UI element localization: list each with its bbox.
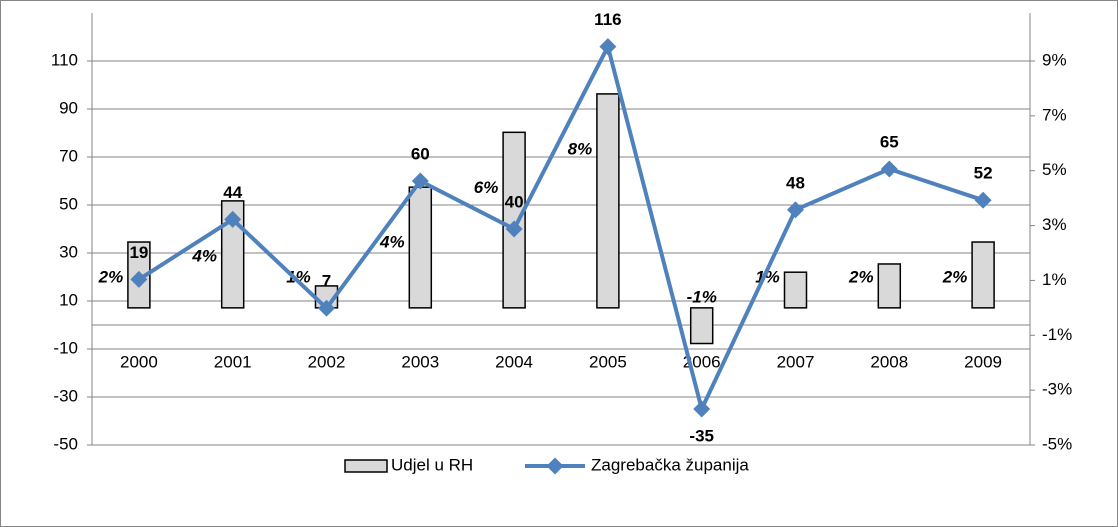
bar-value-label: 4% (379, 233, 405, 252)
x-tick-label: 2009 (964, 352, 1002, 371)
line-value-label: 40 (505, 192, 524, 211)
y-tick-label: -50 (53, 434, 78, 453)
bar-value-label: 1% (286, 267, 311, 286)
legend-label: Zagrebačka županija (591, 455, 749, 474)
y-tick-label: -10 (53, 338, 78, 357)
bar-value-label: 2% (98, 267, 124, 286)
bar (877, 263, 902, 309)
bar-value-label: 2% (942, 267, 968, 286)
x-tick-label: 2004 (495, 352, 533, 371)
line-value-label: 44 (223, 183, 242, 202)
y2-tick-label: 3% (1042, 215, 1067, 234)
line-value-label: 19 (129, 243, 148, 262)
line-marker (693, 400, 711, 418)
bar (596, 93, 620, 309)
line-marker (787, 201, 804, 219)
line-value-label: 65 (880, 132, 899, 151)
x-tick-label: 2000 (120, 352, 158, 371)
line-marker (880, 160, 898, 178)
line-value-label: 60 (411, 144, 430, 163)
y2-tick-label: -5% (1042, 434, 1072, 453)
y-tick-label: 90 (59, 98, 78, 117)
line-marker (318, 299, 335, 317)
x-tick-label: 2005 (589, 352, 627, 371)
bar (971, 241, 995, 309)
line-value-label: 52 (974, 164, 993, 183)
y-tick-label: -30 (53, 386, 78, 405)
y2-tick-label: -1% (1042, 325, 1072, 344)
line-value-label: 7 (322, 272, 331, 291)
x-tick-label: 2007 (777, 352, 815, 371)
line-marker (411, 172, 429, 190)
line-value-label: 116 (594, 10, 621, 29)
bar (502, 131, 526, 309)
line-value-label: 48 (786, 173, 805, 192)
line-value-label: -35 (689, 426, 714, 445)
line-marker (599, 38, 617, 56)
x-tick-label: 2002 (308, 352, 346, 371)
line-marker (224, 210, 242, 228)
bar-value-label: 6% (474, 178, 499, 197)
x-tick-label: 2008 (870, 352, 908, 371)
y-tick-label: 30 (59, 242, 78, 261)
bar (220, 200, 245, 309)
y2-tick-label: 5% (1042, 160, 1067, 179)
bar (783, 271, 808, 309)
bar (689, 307, 714, 345)
x-tick-label: 2003 (401, 352, 439, 371)
y2-tick-label: 7% (1042, 105, 1067, 124)
y2-tick-label: 1% (1042, 270, 1067, 289)
y-tick-label: 10 (59, 290, 78, 309)
legend-label: Udjel u RH (391, 455, 473, 474)
legend-swatch (344, 459, 388, 473)
line (137, 44, 984, 411)
bar (408, 186, 433, 309)
bar-value-label: 4% (191, 246, 217, 265)
bar-value-label: -1% (687, 287, 717, 306)
bar-value-label: 8% (568, 139, 593, 158)
legend-swatch (546, 457, 564, 475)
bar-value-label: 2% (848, 267, 874, 286)
line-marker (130, 270, 148, 288)
y-tick-label: 70 (59, 146, 78, 165)
y2-tick-label: -3% (1042, 380, 1072, 399)
y2-tick-label: 9% (1042, 50, 1067, 69)
x-tick-label: 2001 (214, 352, 252, 371)
line-marker (974, 191, 992, 209)
y-tick-label: 50 (59, 194, 78, 213)
y-tick-label: 110 (51, 50, 78, 69)
